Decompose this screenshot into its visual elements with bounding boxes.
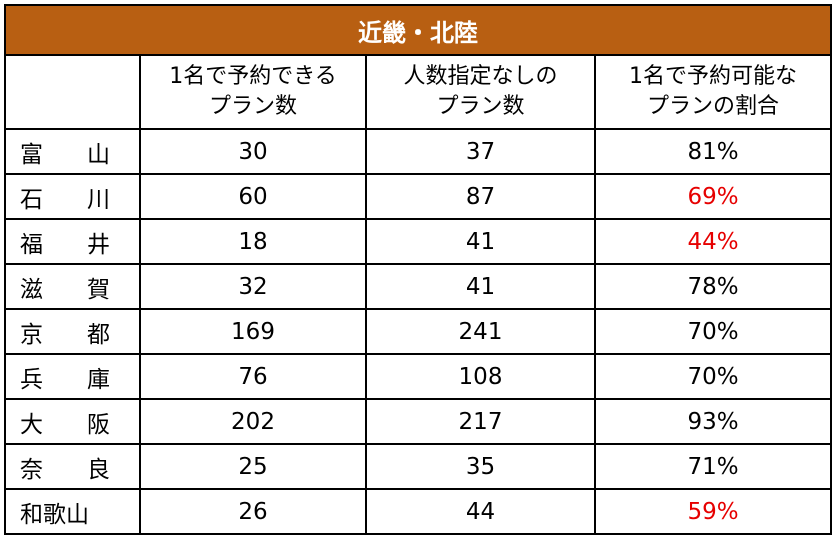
single-plans-cell: 26 <box>139 488 367 535</box>
prefecture-char-2: 良 <box>87 456 110 483</box>
single-plans-cell: 169 <box>139 308 367 355</box>
prefecture-name: 滋賀 <box>20 270 110 304</box>
single-plans-cell: 18 <box>139 218 367 265</box>
prefecture-char-1: 和歌山 <box>20 501 89 528</box>
single-plans-cell: 76 <box>139 353 367 400</box>
unspecified-plans-cell: 41 <box>365 218 596 265</box>
prefecture-name: 兵庫 <box>20 360 110 394</box>
unspecified-plans-cell: 37 <box>365 128 596 175</box>
prefecture-name: 富山 <box>20 135 110 169</box>
table-title: 近畿・北陸 <box>4 4 832 56</box>
prefecture-char-2: 都 <box>87 321 110 348</box>
header-unspecified-plans-line1: 人数指定なしの <box>403 64 558 89</box>
prefecture-char-1: 兵 <box>20 366 43 393</box>
header-ratio-line2: プランの割合 <box>646 94 779 119</box>
prefecture-cell: 奈良 <box>4 443 141 490</box>
header-single-plans-line1: 1名で予約できる <box>169 64 337 89</box>
ratio-cell: 93% <box>594 398 832 445</box>
header-unspecified-plans: 人数指定なしの プラン数 <box>365 54 596 130</box>
prefecture-char-2: 井 <box>87 231 110 258</box>
prefecture-cell: 滋賀 <box>4 263 141 310</box>
ratio-cell: 81% <box>594 128 832 175</box>
unspecified-plans-cell: 241 <box>365 308 596 355</box>
prefecture-char-1: 奈 <box>20 456 43 483</box>
table-row: 兵庫 76 108 70% <box>4 353 832 400</box>
unspecified-plans-cell: 217 <box>365 398 596 445</box>
prefecture-cell: 大阪 <box>4 398 141 445</box>
title-row: 近畿・北陸 <box>4 4 832 56</box>
prefecture-char-2: 賀 <box>87 276 110 303</box>
table-row: 富山 30 37 81% <box>4 128 832 175</box>
prefecture-char-2: 山 <box>87 141 110 168</box>
unspecified-plans-cell: 108 <box>365 353 596 400</box>
ratio-cell: 70% <box>594 353 832 400</box>
ratio-cell: 59% <box>594 488 832 535</box>
table-row: 滋賀 32 41 78% <box>4 263 832 310</box>
unspecified-plans-cell: 44 <box>365 488 596 535</box>
prefecture-char-1: 滋 <box>20 276 43 303</box>
single-plans-cell: 30 <box>139 128 367 175</box>
prefecture-char-1: 石 <box>20 186 43 213</box>
table-row: 京都 169 241 70% <box>4 308 832 355</box>
table-row: 奈良 25 35 71% <box>4 443 832 490</box>
ratio-cell: 70% <box>594 308 832 355</box>
prefecture-name: 石川 <box>20 180 110 214</box>
table-row: 石川 60 87 69% <box>4 173 832 220</box>
unspecified-plans-cell: 41 <box>365 263 596 310</box>
single-plans-cell: 202 <box>139 398 367 445</box>
prefecture-char-2: 川 <box>87 186 110 213</box>
ratio-cell: 71% <box>594 443 832 490</box>
prefecture-cell: 兵庫 <box>4 353 141 400</box>
ratio-cell: 78% <box>594 263 832 310</box>
prefecture-name: 奈良 <box>20 450 110 484</box>
prefecture-char-1: 京 <box>20 321 43 348</box>
ratio-cell: 69% <box>594 173 832 220</box>
header-unspecified-plans-line2: プラン数 <box>436 94 525 119</box>
prefecture-name: 和歌山 <box>20 495 110 529</box>
plan-table: 近畿・北陸 1名で予約できる プラン数 人数指定なしの プラン数 1名で予約可能… <box>4 4 832 535</box>
unspecified-plans-cell: 87 <box>365 173 596 220</box>
prefecture-char-2: 庫 <box>87 366 110 393</box>
prefecture-char-1: 福 <box>20 231 43 258</box>
table-row: 大阪 202 217 93% <box>4 398 832 445</box>
prefecture-cell: 石川 <box>4 173 141 220</box>
prefecture-cell: 福井 <box>4 218 141 265</box>
prefecture-cell: 京都 <box>4 308 141 355</box>
header-row: 1名で予約できる プラン数 人数指定なしの プラン数 1名で予約可能な プランの… <box>4 54 832 130</box>
prefecture-char-1: 富 <box>20 141 43 168</box>
prefecture-char-2: 阪 <box>87 411 110 438</box>
single-plans-cell: 25 <box>139 443 367 490</box>
table-body: 富山 30 37 81% 石川 60 87 69% 福井 18 41 44% 滋賀 32 41 78% 京都 16… <box>4 128 832 535</box>
ratio-cell: 44% <box>594 218 832 265</box>
header-single-plans-line2: プラン数 <box>208 94 297 119</box>
prefecture-cell: 和歌山 <box>4 488 141 535</box>
table-row: 和歌山 26 44 59% <box>4 488 832 535</box>
prefecture-cell: 富山 <box>4 128 141 175</box>
header-blank <box>4 54 141 130</box>
prefecture-char-1: 大 <box>20 411 43 438</box>
header-ratio: 1名で予約可能な プランの割合 <box>594 54 832 130</box>
prefecture-name: 福井 <box>20 225 110 259</box>
single-plans-cell: 32 <box>139 263 367 310</box>
header-single-plans: 1名で予約できる プラン数 <box>139 54 367 130</box>
prefecture-name: 大阪 <box>20 405 110 439</box>
prefecture-name: 京都 <box>20 315 110 349</box>
header-ratio-line1: 1名で予約可能な <box>629 64 797 89</box>
single-plans-cell: 60 <box>139 173 367 220</box>
table-row: 福井 18 41 44% <box>4 218 832 265</box>
unspecified-plans-cell: 35 <box>365 443 596 490</box>
